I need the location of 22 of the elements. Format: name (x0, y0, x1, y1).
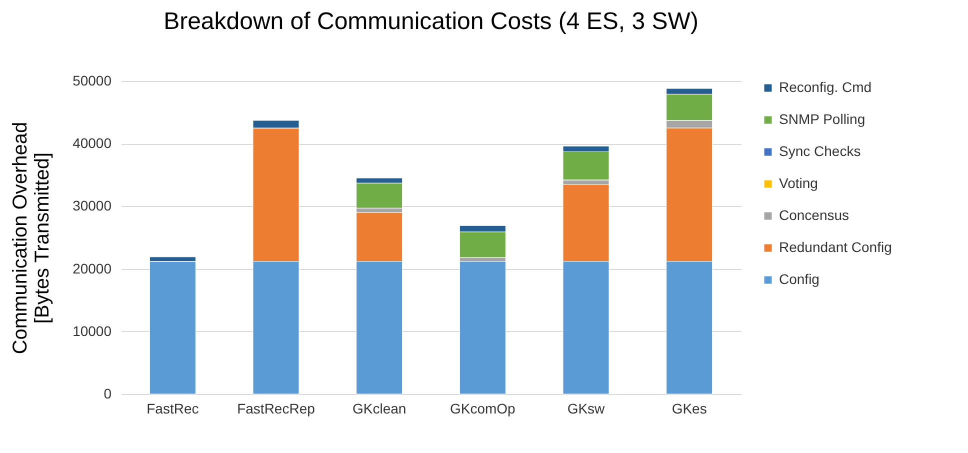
x-tick-label: FastRecRep (237, 400, 316, 416)
y-tick-label: 0 (104, 386, 112, 402)
y-axis-title: Communication Overhead [Bytes Transmitted] (10, 122, 54, 354)
legend-label: Concensus (779, 207, 850, 223)
y-tick-label: 50000 (72, 72, 112, 88)
y-tick-label: 40000 (72, 135, 112, 152)
legend-label: Sync Checks (779, 143, 861, 159)
legend-label: Config (779, 271, 820, 287)
y-tick-label: 20000 (72, 260, 112, 276)
y-tick-label: 30000 (72, 198, 112, 214)
legend-label: Redundant Config (779, 239, 892, 255)
bar (459, 261, 506, 394)
legend-label: Voting (779, 175, 818, 191)
x-tick-label: GKcomOp (450, 400, 516, 416)
x-tick-label: GKclean (352, 400, 406, 416)
x-tick-label: FastRec (146, 400, 199, 416)
x-tick-label: GKes (672, 400, 707, 416)
legend-label: Reconfig. Cmd (779, 79, 872, 95)
chart-title: Breakdown of Communication Costs (4 ES, 3 SW) (164, 8, 698, 35)
x-tick-label: GKsw (567, 400, 606, 416)
y-tick-label: 10000 (72, 322, 112, 339)
legend-label: SNMP Polling (779, 111, 866, 127)
